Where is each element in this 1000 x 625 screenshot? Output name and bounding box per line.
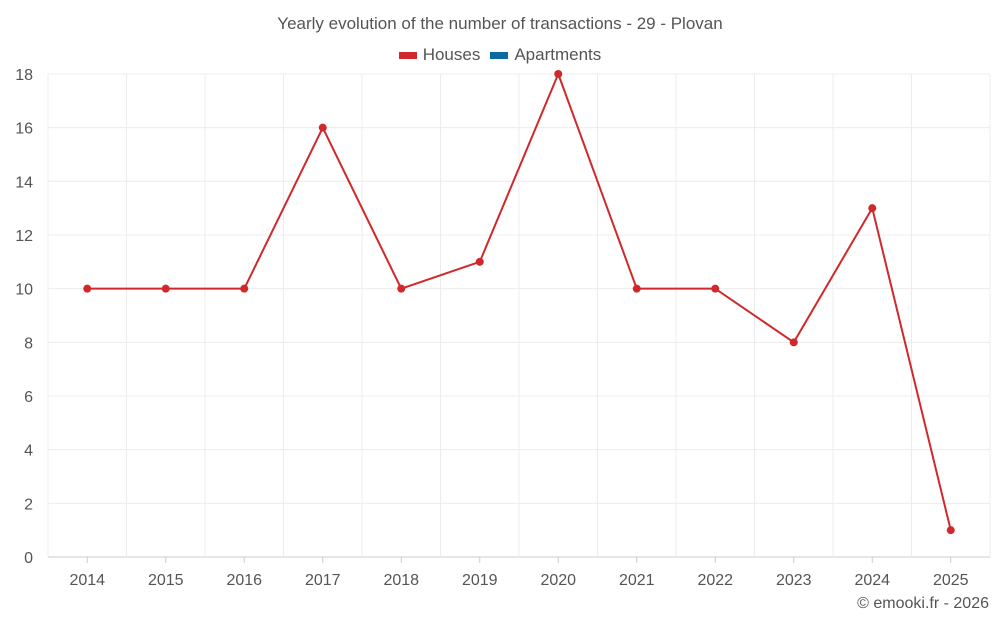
legend-swatch-apartments bbox=[490, 51, 509, 59]
x-tick-label-2024: 2024 bbox=[854, 572, 890, 589]
data-point-houses-2014 bbox=[83, 284, 92, 293]
y-tick-label-18: 18 bbox=[15, 67, 33, 84]
y-tick-label-4: 4 bbox=[24, 443, 33, 460]
x-tick-label-2023: 2023 bbox=[776, 572, 812, 589]
x-tick-label-2016: 2016 bbox=[226, 572, 262, 589]
x-tick-label-2020: 2020 bbox=[540, 572, 576, 589]
legend-label-apartments: Apartments bbox=[514, 45, 602, 64]
data-point-houses-2020 bbox=[554, 70, 563, 78]
data-point-houses-2015 bbox=[161, 284, 170, 293]
y-tick-label-12: 12 bbox=[15, 228, 33, 245]
legend-item-houses[interactable]: Houses bbox=[398, 45, 481, 65]
data-point-houses-2025 bbox=[946, 526, 955, 535]
data-point-houses-2022 bbox=[711, 284, 720, 293]
legend-item-apartments[interactable]: Apartments bbox=[490, 45, 601, 65]
data-point-houses-2023 bbox=[789, 338, 798, 347]
y-tick-label-8: 8 bbox=[24, 335, 33, 352]
x-tick-label-2022: 2022 bbox=[697, 572, 733, 589]
legend: Houses Apartments bbox=[0, 45, 1000, 65]
y-tick-label-10: 10 bbox=[15, 282, 33, 299]
y-tick-label-16: 16 bbox=[15, 121, 33, 138]
x-tick-label-2014: 2014 bbox=[69, 572, 105, 589]
chart-title: Yearly evolution of the number of transa… bbox=[277, 14, 723, 33]
data-point-houses-2024 bbox=[868, 204, 877, 213]
data-point-houses-2017 bbox=[318, 123, 327, 132]
legend-label-houses: Houses bbox=[422, 45, 481, 64]
data-point-houses-2016 bbox=[240, 284, 249, 293]
data-point-houses-2018 bbox=[397, 284, 406, 293]
x-tick-label-2015: 2015 bbox=[148, 572, 184, 589]
x-tick-label-2025: 2025 bbox=[933, 572, 969, 589]
series-line-houses bbox=[87, 73, 952, 531]
y-tick-label-14: 14 bbox=[15, 174, 33, 191]
x-tick-label-2018: 2018 bbox=[383, 572, 419, 589]
y-tick-label-2: 2 bbox=[24, 496, 33, 513]
y-tick-label-6: 6 bbox=[24, 389, 33, 406]
y-tick-label-0: 0 bbox=[24, 550, 33, 567]
data-point-houses-2019 bbox=[475, 257, 484, 266]
x-tick-label-2021: 2021 bbox=[619, 572, 655, 589]
legend-swatch-houses bbox=[398, 51, 417, 59]
x-tick-label-2017: 2017 bbox=[305, 572, 341, 589]
data-point-houses-2021 bbox=[632, 284, 641, 293]
x-tick-label-2019: 2019 bbox=[462, 572, 498, 589]
copyright-text: © emooki.fr - 2026 bbox=[857, 595, 989, 612]
